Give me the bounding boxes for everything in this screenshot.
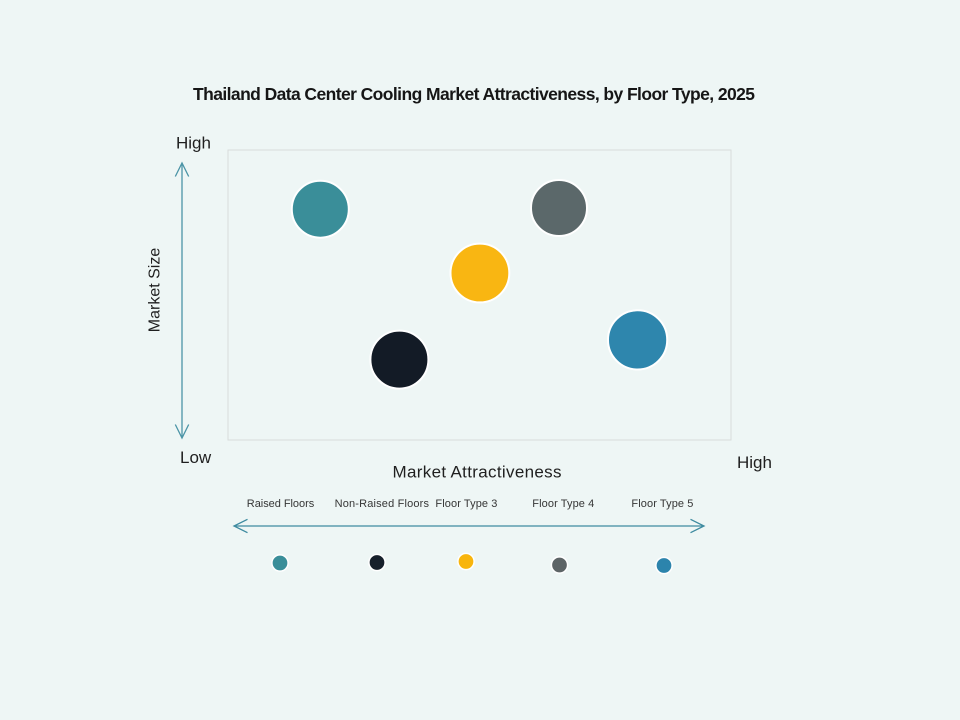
svg-text:Floor Type 5: Floor Type 5 bbox=[631, 498, 693, 510]
svg-text:Floor Type 3: Floor Type 3 bbox=[435, 498, 497, 510]
svg-text:Market Attractiveness: Market Attractiveness bbox=[393, 463, 562, 482]
svg-text:Market Size: Market Size bbox=[147, 248, 164, 333]
svg-text:Thailand Data Center Cooling M: Thailand Data Center Cooling Market Attr… bbox=[193, 84, 755, 104]
svg-text:High: High bbox=[737, 453, 772, 472]
svg-text:Floor Type 4: Floor Type 4 bbox=[532, 498, 594, 510]
svg-text:High: High bbox=[176, 133, 211, 152]
svg-text:Raised Floors: Raised Floors bbox=[247, 498, 315, 510]
svg-text:Non-Raised Floors: Non-Raised Floors bbox=[335, 498, 430, 510]
svg-text:Low: Low bbox=[180, 448, 212, 467]
